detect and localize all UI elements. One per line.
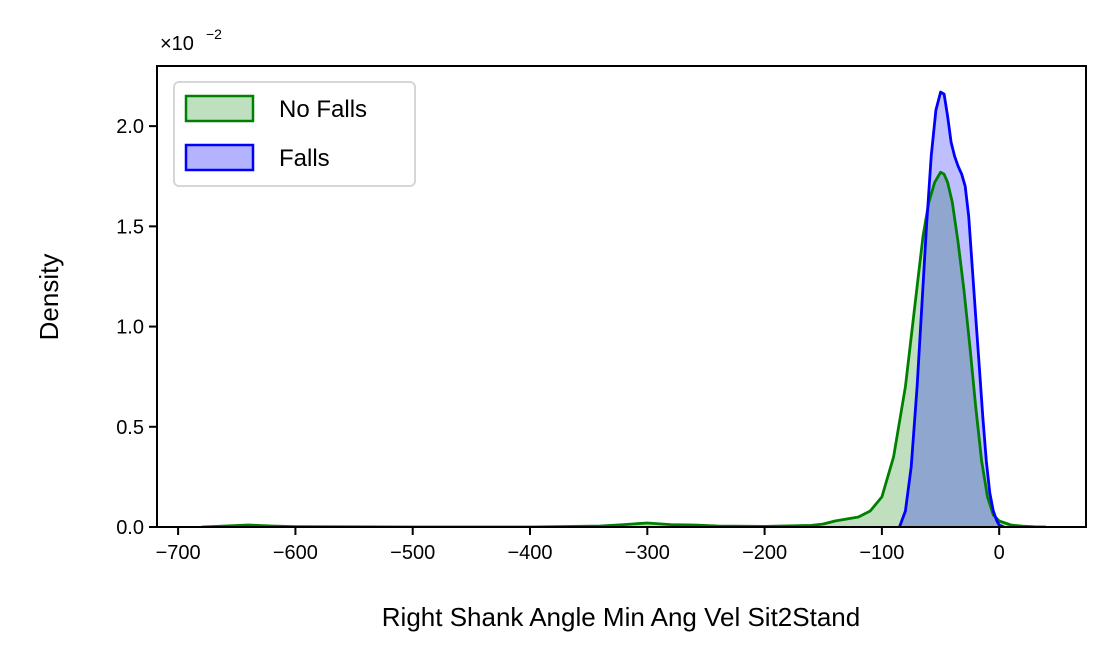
legend-label-no-falls: No Falls (279, 96, 367, 123)
y-offset-label: ×10 −2 (160, 26, 222, 55)
legend-swatch-falls (184, 143, 255, 172)
x-axis: −700 −600 −500 −400 −300 −200 −100 0 (156, 527, 1005, 564)
y-axis: 0.0 0.5 1.0 1.5 2.0 (116, 116, 157, 539)
y-axis-label: Density (34, 254, 64, 341)
offset-base: ×10 (160, 33, 194, 55)
y-tick-label: 1.5 (116, 216, 144, 238)
x-tick-label: −500 (390, 542, 435, 564)
series-line-falls (898, 90, 1005, 527)
y-tick-label: 0.0 (116, 517, 144, 539)
x-tick-label: −700 (156, 542, 201, 564)
x-tick-label: 0 (994, 542, 1005, 564)
offset-exponent: −2 (206, 26, 222, 42)
x-tick-label: −200 (742, 542, 787, 564)
legend-label-falls: Falls (279, 145, 330, 172)
y-tick-label: 0.5 (116, 417, 144, 439)
legend: No Falls Falls (173, 81, 416, 187)
x-tick-label: −100 (859, 542, 904, 564)
x-axis-label: Right Shank Angle Min Ang Vel Sit2Stand (382, 602, 860, 632)
legend-swatch-no-falls (184, 94, 255, 123)
x-tick-label: −600 (273, 542, 318, 564)
y-tick-label: 1.0 (116, 317, 144, 339)
plot-frame (156, 65, 1087, 528)
x-tick-label: −300 (625, 542, 670, 564)
plot-area (156, 65, 1087, 528)
x-tick-label: −400 (507, 542, 552, 564)
series-fill-no-falls (201, 172, 1047, 527)
y-tick-label: 2.0 (116, 116, 144, 138)
